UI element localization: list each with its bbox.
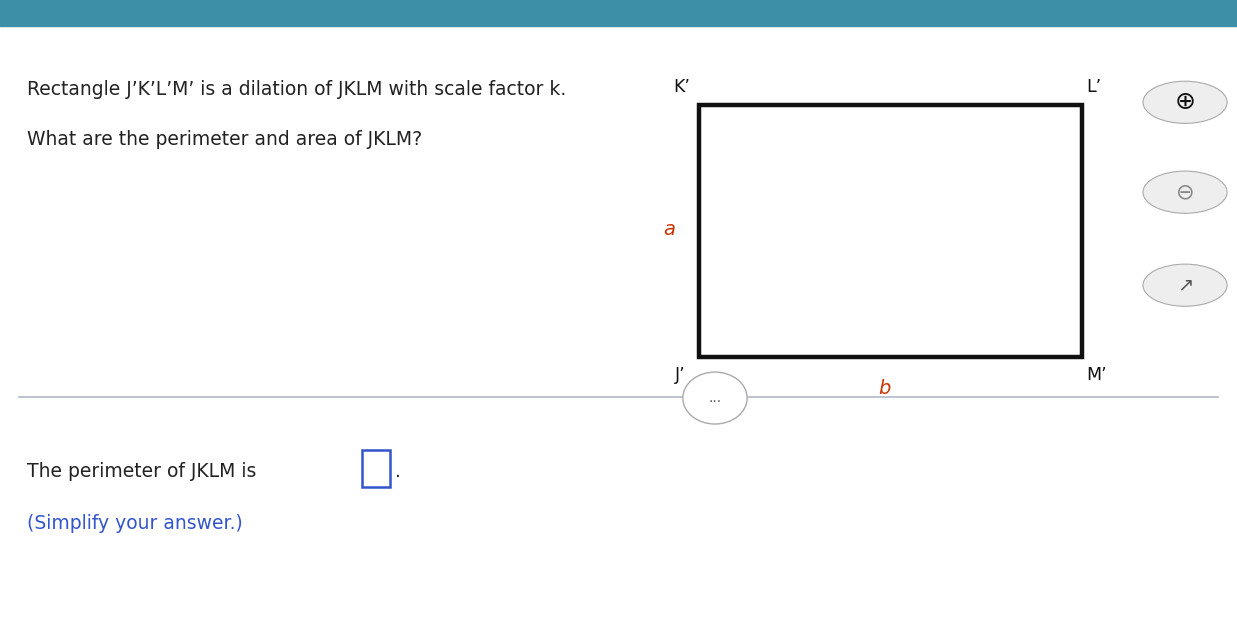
Ellipse shape bbox=[683, 372, 747, 424]
Text: K’: K’ bbox=[673, 78, 690, 96]
Text: ↗: ↗ bbox=[1176, 276, 1194, 294]
Text: b: b bbox=[878, 379, 891, 399]
Circle shape bbox=[1143, 264, 1227, 306]
Text: .: . bbox=[395, 462, 401, 480]
Text: a: a bbox=[663, 220, 675, 239]
Text: (Simplify your answer.): (Simplify your answer.) bbox=[27, 515, 242, 533]
Text: What are the perimeter and area of JKLM?: What are the perimeter and area of JKLM? bbox=[27, 130, 422, 149]
Text: The perimeter of JKLM is: The perimeter of JKLM is bbox=[27, 462, 256, 480]
Text: M’: M’ bbox=[1086, 366, 1107, 384]
Bar bbox=[699, 105, 1082, 356]
Bar bbox=[0, 0, 1237, 26]
Text: L’: L’ bbox=[1086, 78, 1101, 96]
Text: Rectangle J’K’L’M’ is a dilation of JKLM with scale factor k.: Rectangle J’K’L’M’ is a dilation of JKLM… bbox=[27, 81, 567, 99]
Text: ...: ... bbox=[709, 391, 721, 405]
Text: ⊕: ⊕ bbox=[1175, 91, 1195, 114]
Bar bbox=[362, 450, 390, 487]
Circle shape bbox=[1143, 171, 1227, 213]
Circle shape bbox=[1143, 81, 1227, 123]
Text: J’: J’ bbox=[674, 366, 685, 384]
Text: ⊖: ⊖ bbox=[1175, 182, 1195, 202]
